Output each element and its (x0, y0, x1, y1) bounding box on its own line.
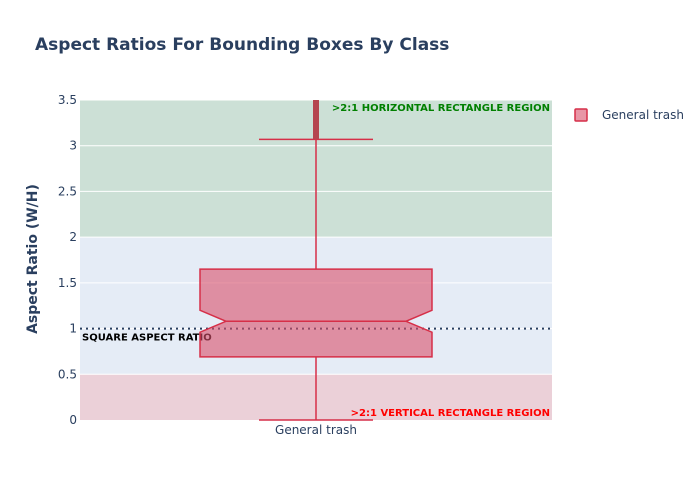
y-tick-label: 3 (69, 139, 77, 153)
square-ratio-label: SQUARE ASPECT RATIO (82, 333, 212, 344)
chart-title: Aspect Ratios For Bounding Boxes By Clas… (35, 35, 449, 55)
plot-area: 0 0.5 1 1.5 2 2.5 3 3.5 SQUARE ASPECT RATIO >2:1 … (58, 93, 552, 437)
y-tick-label: 1.5 (58, 276, 77, 290)
vertical-region-label: >2:1 VERTICAL RECTANGLE REGION (351, 408, 550, 419)
y-tick-label: 3.5 (58, 93, 77, 107)
y-tick-label: 2.5 (58, 184, 77, 198)
legend-entry-label[interactable]: General trash (602, 108, 684, 122)
box-general-trash (199, 268, 433, 358)
y-axis-label: Aspect Ratio (W/H) (25, 184, 41, 334)
y-tick-label: 1 (69, 322, 77, 336)
horizontal-region-label: >2:1 HORIZONTAL RECTANGLE REGION (332, 103, 550, 114)
x-tick-label: General trash (275, 423, 357, 437)
legend-swatch[interactable] (574, 108, 588, 122)
y-tick-label: 2 (69, 230, 77, 244)
y-tick-label: 0 (69, 413, 77, 427)
outlier-points (313, 100, 319, 140)
y-tick-label: 0.5 (58, 367, 77, 381)
legend[interactable]: General trash (574, 108, 684, 122)
